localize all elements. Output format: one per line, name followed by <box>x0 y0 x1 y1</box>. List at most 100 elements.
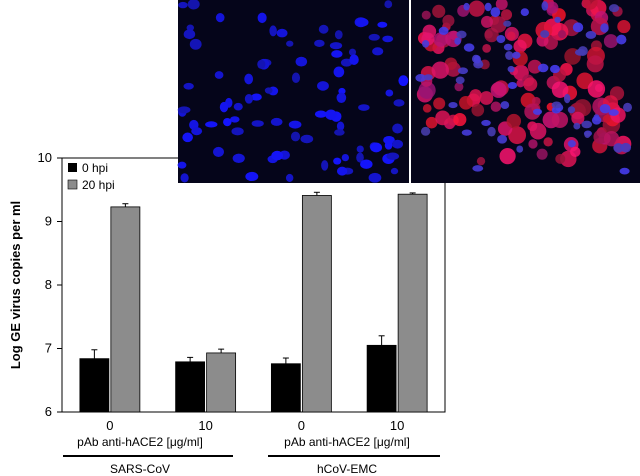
nucleus <box>183 29 196 40</box>
nucleus <box>520 8 529 16</box>
stained-cell <box>480 15 494 28</box>
nucleus <box>550 64 560 74</box>
nucleus <box>270 117 283 126</box>
stained-cell <box>432 4 446 18</box>
nucleus <box>286 40 294 47</box>
y-tick-label: 10 <box>38 150 52 165</box>
nucleus <box>219 101 229 113</box>
nucleus <box>512 51 521 59</box>
stained-cell <box>433 32 448 47</box>
stained-cell <box>587 80 606 98</box>
nucleus <box>481 119 491 127</box>
stained-cell <box>508 126 527 145</box>
nucleus <box>360 159 373 169</box>
nucleus <box>329 42 343 50</box>
y-tick-label: 9 <box>45 214 52 229</box>
legend-label-0hpi: 0 hpi <box>82 161 108 175</box>
nucleus <box>551 101 562 109</box>
nucleus <box>497 134 508 144</box>
nucleus <box>331 50 343 58</box>
nucleus <box>532 108 543 115</box>
nucleus <box>463 43 475 52</box>
nucleus <box>233 102 243 111</box>
nucleus <box>490 7 501 18</box>
nucleus <box>230 116 240 123</box>
bar-20hpi <box>397 193 428 413</box>
stained-cell <box>506 31 516 41</box>
nucleus <box>285 173 294 182</box>
nucleus <box>573 122 581 130</box>
nucleus <box>537 63 549 73</box>
nucleus <box>392 123 403 134</box>
stained-cell <box>602 114 611 123</box>
nucleus <box>333 157 342 165</box>
legend-swatch-0hpi <box>68 163 77 172</box>
stained-cell <box>490 81 507 98</box>
stained-cell <box>557 30 567 39</box>
nucleus <box>348 48 357 56</box>
nucleus <box>472 165 484 172</box>
nucleus <box>484 2 492 12</box>
stained-cell <box>442 14 455 27</box>
nucleus <box>567 106 576 114</box>
nucleus <box>244 93 254 104</box>
nucleus <box>398 75 409 87</box>
nucleus <box>178 1 188 9</box>
x-tick-label: 10 <box>198 418 212 433</box>
nucleus <box>620 142 632 153</box>
nucleus <box>554 16 561 23</box>
nucleus <box>503 43 513 51</box>
stained-cell <box>482 44 492 53</box>
group-sublabel-1: pAb anti-hACE2 [μg/ml] <box>77 435 203 449</box>
nucleus <box>584 131 591 138</box>
nucleus <box>507 81 518 90</box>
nucleus <box>334 129 345 136</box>
stained-cell <box>421 10 431 20</box>
stained-cell <box>422 103 432 113</box>
stained-cell <box>435 110 451 126</box>
microscopy-inset <box>177 0 640 183</box>
nucleus <box>183 82 194 90</box>
nucleus <box>244 73 254 85</box>
y-axis: 6 7 8 9 10 <box>38 150 62 419</box>
nucleus <box>231 127 244 136</box>
nucleus <box>572 22 584 33</box>
stained-cell <box>528 139 538 149</box>
nucleus <box>291 72 301 84</box>
legend: 0 hpi 20 hpi <box>67 161 115 192</box>
nucleus <box>356 145 364 153</box>
stained-cell <box>531 96 541 106</box>
nucleus <box>177 161 187 169</box>
stained-cell <box>490 101 502 112</box>
nucleus <box>318 24 329 34</box>
stained-cell <box>546 1 559 14</box>
bar-0hpi <box>175 361 206 413</box>
nucleus <box>623 102 633 112</box>
stained-cell <box>551 111 569 129</box>
nucleus <box>232 153 245 163</box>
nucleus <box>503 20 512 27</box>
stained-cell <box>468 0 485 17</box>
stained-cell <box>479 59 490 70</box>
nucleus <box>438 26 449 35</box>
nucleus <box>541 1 549 11</box>
nucleus <box>336 121 345 131</box>
nucleus <box>392 139 404 149</box>
nucleus <box>251 93 262 101</box>
stained-cell <box>570 146 581 158</box>
nucleus <box>423 74 433 81</box>
nucleus <box>355 18 369 27</box>
nucleus <box>257 12 267 24</box>
nucleus <box>383 135 395 145</box>
nucleus <box>585 31 597 39</box>
bars <box>79 191 428 413</box>
nucleus <box>290 131 301 142</box>
stained-cell <box>418 81 436 99</box>
nucleus <box>264 87 273 94</box>
stained-cell <box>433 97 446 110</box>
nucleus <box>271 150 284 161</box>
nucleus <box>336 92 347 103</box>
stained-cell <box>543 137 553 147</box>
stained-cell <box>453 112 467 127</box>
nucleus <box>257 59 266 69</box>
